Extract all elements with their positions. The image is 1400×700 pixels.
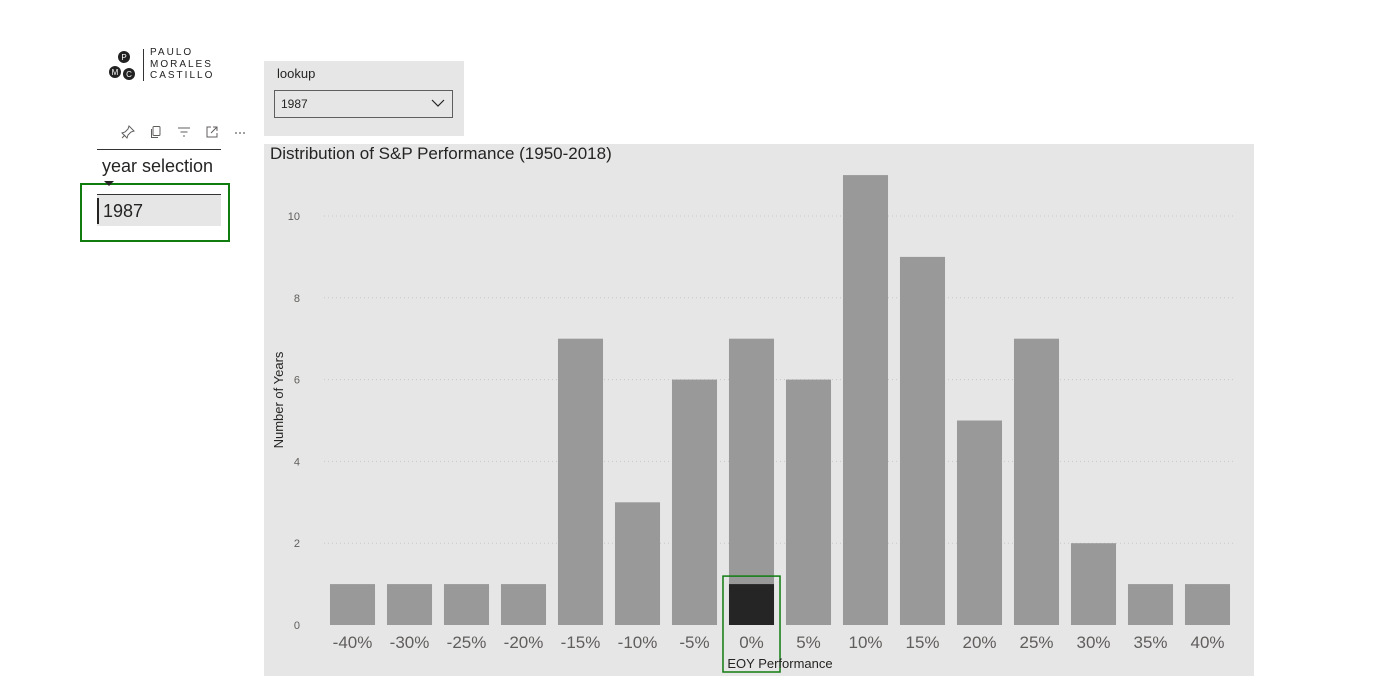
x-tick-label: 15%	[905, 633, 939, 652]
x-tick-label: 30%	[1076, 633, 1110, 652]
chevron-down-icon	[431, 99, 445, 107]
lookup-slicer: lookup 1987	[264, 61, 464, 136]
lookup-label: lookup	[277, 66, 316, 81]
bar-20%[interactable]	[956, 420, 1003, 626]
lookup-dropdown[interactable]: 1987	[274, 90, 453, 118]
company-logo: P M C PAULO MORALES CASTILLO	[104, 46, 229, 86]
bar--15%[interactable]	[557, 338, 604, 625]
bar-30%[interactable]	[1070, 543, 1117, 625]
x-tick-label: -15%	[561, 633, 601, 652]
bar-40%[interactable]	[1184, 584, 1231, 625]
x-tick-label: 40%	[1190, 633, 1224, 652]
y-axis-label: Number of Years	[271, 351, 286, 448]
chart-plot: 0 2 4 6 8 10 -40% -30% -25% -20% -15% -10% -5% 0% 5% 1…	[271, 175, 1236, 673]
selection-pointer-icon	[104, 181, 114, 186]
pin-icon[interactable]	[120, 124, 136, 140]
lookup-selected-value: 1987	[281, 97, 308, 111]
x-tick-label: 25%	[1019, 633, 1053, 652]
logo-wordmark: PAULO MORALES CASTILLO	[150, 47, 214, 82]
bar--25%[interactable]	[443, 584, 490, 625]
selected-bar-border	[722, 575, 781, 673]
logo-line-3: CASTILLO	[150, 70, 215, 81]
x-tick-label: 0%	[739, 633, 764, 652]
logo-monogram-icon: P M C	[109, 51, 135, 80]
logo-letter-c: C	[126, 70, 132, 79]
year-selection-topline	[97, 149, 221, 150]
bar-35%[interactable]	[1127, 584, 1174, 625]
x-tick-label: 10%	[848, 633, 882, 652]
copy-icon[interactable]	[148, 124, 164, 140]
x-tick-label: 5%	[796, 633, 821, 652]
x-tick-label: -10%	[618, 633, 658, 652]
year-selection-visual: year selection 1987	[80, 148, 233, 244]
year-selection-input[interactable]: 1987	[97, 194, 221, 226]
x-tick-label: -40%	[333, 633, 373, 652]
logo-letter-m: M	[112, 68, 119, 77]
chart-title: Distribution of S&P Performance (1950-20…	[270, 144, 612, 163]
bar-highlight-0%[interactable]	[728, 584, 775, 625]
x-tick-label: -5%	[679, 633, 709, 652]
year-selection-title: year selection	[102, 156, 214, 176]
x-tick-label: 20%	[962, 633, 996, 652]
logo-divider	[143, 49, 144, 81]
x-tick-label: -30%	[390, 633, 430, 652]
x-tick-label: 35%	[1133, 633, 1167, 652]
bar--40%[interactable]	[329, 584, 376, 625]
bar--30%[interactable]	[386, 584, 433, 625]
text-cursor	[97, 198, 99, 224]
bar--5%[interactable]	[671, 379, 718, 625]
y-tick-label: 10	[288, 211, 300, 223]
bar-0%[interactable]	[728, 338, 775, 625]
y-tick-label: 0	[294, 620, 300, 632]
logo-letter-p: P	[121, 53, 126, 62]
more-options-icon[interactable]	[232, 124, 248, 140]
bar--20%[interactable]	[500, 584, 547, 625]
bar-10%[interactable]	[842, 175, 889, 625]
y-tick-label: 2	[294, 538, 300, 550]
bar-5%[interactable]	[785, 379, 832, 625]
focus-mode-icon[interactable]	[204, 124, 220, 140]
y-tick-label: 6	[294, 375, 300, 387]
histogram-chart: Distribution of S&P Performance (1950-20…	[264, 144, 1254, 676]
bar--10%[interactable]	[614, 502, 661, 625]
x-axis-label: EOY Performance	[727, 656, 832, 671]
y-tick-label: 8	[294, 293, 300, 305]
year-selection-focus-border	[80, 183, 230, 242]
bar-15%[interactable]	[899, 256, 946, 625]
x-tick-label: -25%	[447, 633, 487, 652]
bar-25%[interactable]	[1013, 338, 1060, 625]
filter-icon[interactable]	[176, 124, 192, 140]
logo-line-2: MORALES	[150, 58, 213, 70]
y-tick-label: 4	[294, 456, 300, 468]
logo-line-1: PAULO	[150, 47, 194, 58]
x-tick-label: -20%	[504, 633, 544, 652]
visual-header	[120, 123, 248, 141]
